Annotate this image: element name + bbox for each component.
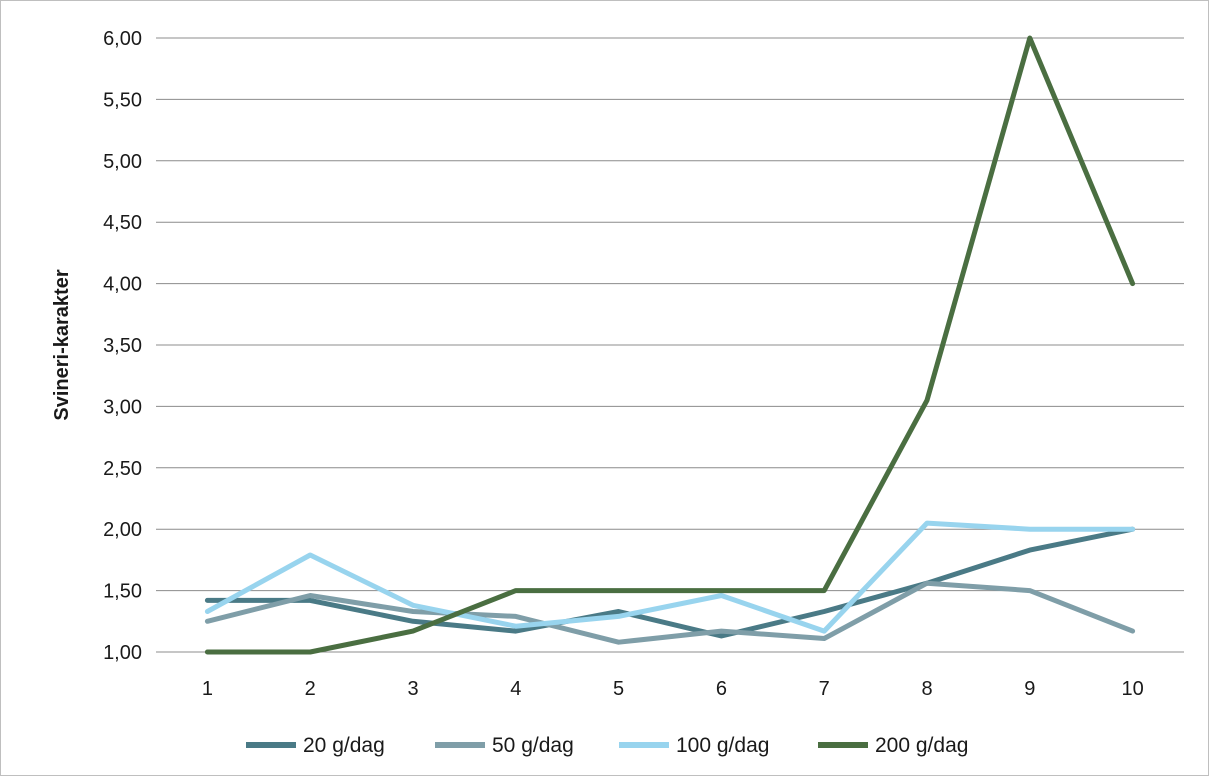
series-line <box>204 526 1136 639</box>
legend: 20 g/dag 50 g/dag 100 g/dag 200 g/dag <box>246 734 968 757</box>
legend-label: 200 g/dag <box>875 734 968 757</box>
series-line <box>204 35 1136 655</box>
x-tick-label: 5 <box>613 678 624 700</box>
x-tick-labels: 1 2 3 4 5 6 7 8 9 10 <box>202 678 1144 700</box>
gridlines <box>156 37 1184 653</box>
y-tick-labels: 1,00 1,50 2,00 2,50 3,00 3,50 4,00 4,50 5,00 5,50… <box>103 28 142 664</box>
series-lines <box>204 35 1136 655</box>
y-tick-label: 5,00 <box>103 151 142 173</box>
y-tick-label: 5,50 <box>103 89 142 111</box>
legend-label: 100 g/dag <box>676 734 769 757</box>
x-tick-label: 6 <box>716 678 727 700</box>
y-axis-label: Svineri-karakter <box>51 269 73 420</box>
y-tick-label: 1,00 <box>103 642 142 664</box>
legend-label: 50 g/dag <box>492 734 574 757</box>
y-tick-label: 2,00 <box>103 519 142 541</box>
x-tick-label: 2 <box>305 678 316 700</box>
series-line <box>204 520 1136 634</box>
x-tick-label: 7 <box>819 678 830 700</box>
x-tick-label: 1 <box>202 678 213 700</box>
x-tick-label: 10 <box>1121 678 1143 700</box>
y-tick-label: 4,00 <box>103 274 142 296</box>
y-tick-label: 2,50 <box>103 458 142 480</box>
y-tick-label: 3,00 <box>103 396 142 418</box>
x-tick-label: 9 <box>1024 678 1035 700</box>
y-tick-label: 3,50 <box>103 335 142 357</box>
series-line <box>204 580 1136 645</box>
x-tick-label: 4 <box>510 678 521 700</box>
y-tick-label: 1,50 <box>103 581 142 603</box>
x-tick-label: 8 <box>921 678 932 700</box>
legend-label: 20 g/dag <box>303 734 385 757</box>
x-tick-label: 3 <box>407 678 418 700</box>
y-tick-label: 4,50 <box>103 212 142 234</box>
y-tick-label: 6,00 <box>103 28 142 50</box>
